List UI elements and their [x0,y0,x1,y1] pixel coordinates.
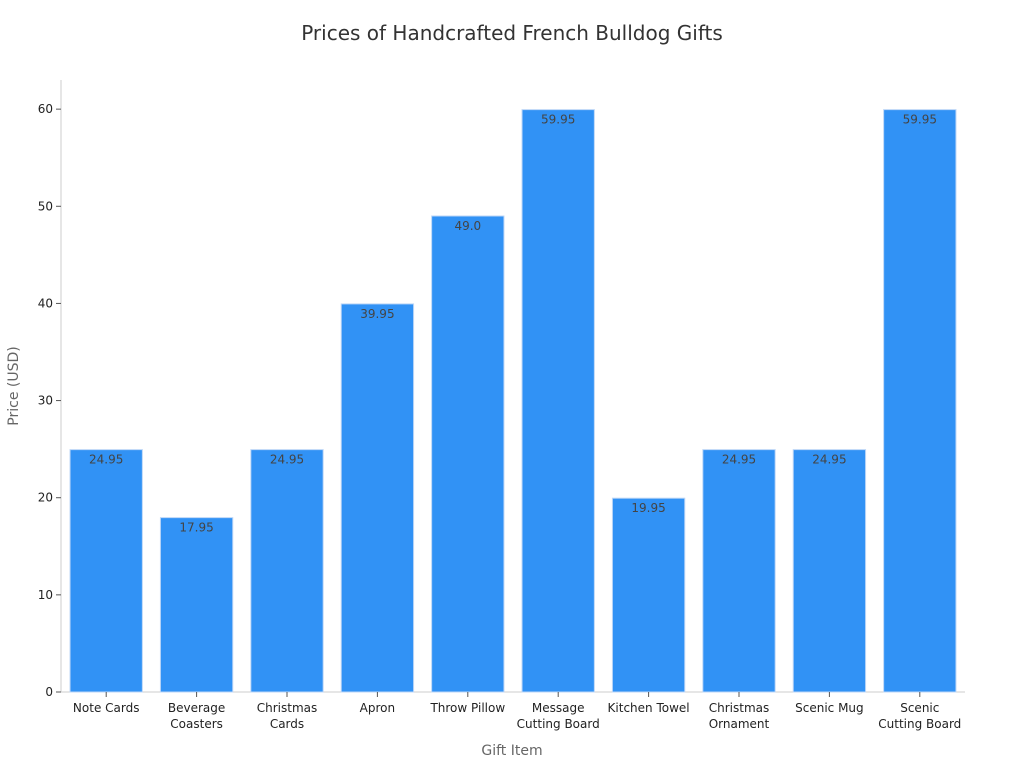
x-tick-label-line: Kitchen Towel [608,701,690,715]
x-axis-title: Gift Item [481,743,542,759]
bar-value-label: 59.95 [541,113,575,127]
x-tick-label: Christmas Cards [257,701,318,731]
bar [159,517,234,693]
bar-value-label: 17.95 [179,521,213,535]
x-tick-label: Christmas Ornament [709,701,770,731]
bars [69,109,957,693]
y-tick-label: 40 [38,296,53,310]
bar [250,449,324,693]
x-tick-label: Apron [360,701,395,715]
x-tick-label-line: Coasters [170,717,223,731]
x-tick-label: Scenic Cutting Board [878,701,961,731]
bar [702,449,776,693]
y-tick-label: 10 [38,588,53,602]
x-tick-label-line: Message [532,701,585,715]
bar [883,109,957,693]
x-tick-label: Note Cards [73,701,140,715]
bar-value-label: 24.95 [270,453,304,467]
bar-value-label: 39.95 [360,307,394,321]
y-axis-title: Price (USD) [6,346,22,425]
bar-value-label: 59.95 [903,113,937,127]
x-tick-label: Kitchen Towel [608,701,690,715]
y-tick-label: 0 [45,685,53,699]
bar-value-label: 49.0 [454,219,481,233]
bar [611,497,686,693]
x-tick-label-line: Note Cards [73,701,140,715]
x-tick-label-line: Ornament [709,717,770,731]
bar-value-label: 24.95 [722,453,756,467]
bar [431,215,505,693]
x-tick-label-line: Scenic Mug [795,701,864,715]
x-tick-label-line: Cutting Board [878,717,961,731]
x-tick-label-line: Cards [270,717,304,731]
x-tick-label: Beverage Coasters [168,701,225,731]
x-tick-label: Throw Pillow [429,701,505,715]
x-tick-label: Message Cutting Board [517,701,600,731]
x-tick-label: Scenic Mug [795,701,864,715]
x-tick-label-line: Christmas [257,701,318,715]
y-tick-label: 60 [38,102,53,116]
y-tick-label: 30 [38,394,53,408]
chart-title: Prices of Handcrafted French Bulldog Gif… [301,21,723,45]
x-tick-label-line: Beverage [168,701,225,715]
bar-value-label: 24.95 [812,453,846,467]
y-tick-label: 50 [38,199,53,213]
x-tick-label-line: Scenic [900,701,939,715]
y-tick-label: 20 [38,491,53,505]
x-tick-label-line: Christmas [709,701,770,715]
y-ticks: 0 10 20 30 40 50 60 [38,102,61,699]
x-tick-label-line: Throw Pillow [429,701,505,715]
bar [69,449,143,693]
bar [792,449,867,693]
x-tick-label-line: Cutting Board [517,717,600,731]
bar [340,303,415,693]
bar-value-label: 24.95 [89,453,123,467]
x-ticks: Note Cards Beverage Coasters Christmas Cards… [73,692,961,731]
bar-labels: 24.95 17.95 24.95 39.95 49.0 59.95 19.95 24.95 2… [89,113,937,535]
bar-value-label: 19.95 [631,501,665,515]
x-tick-label-line: Apron [360,701,395,715]
bar [521,109,595,693]
